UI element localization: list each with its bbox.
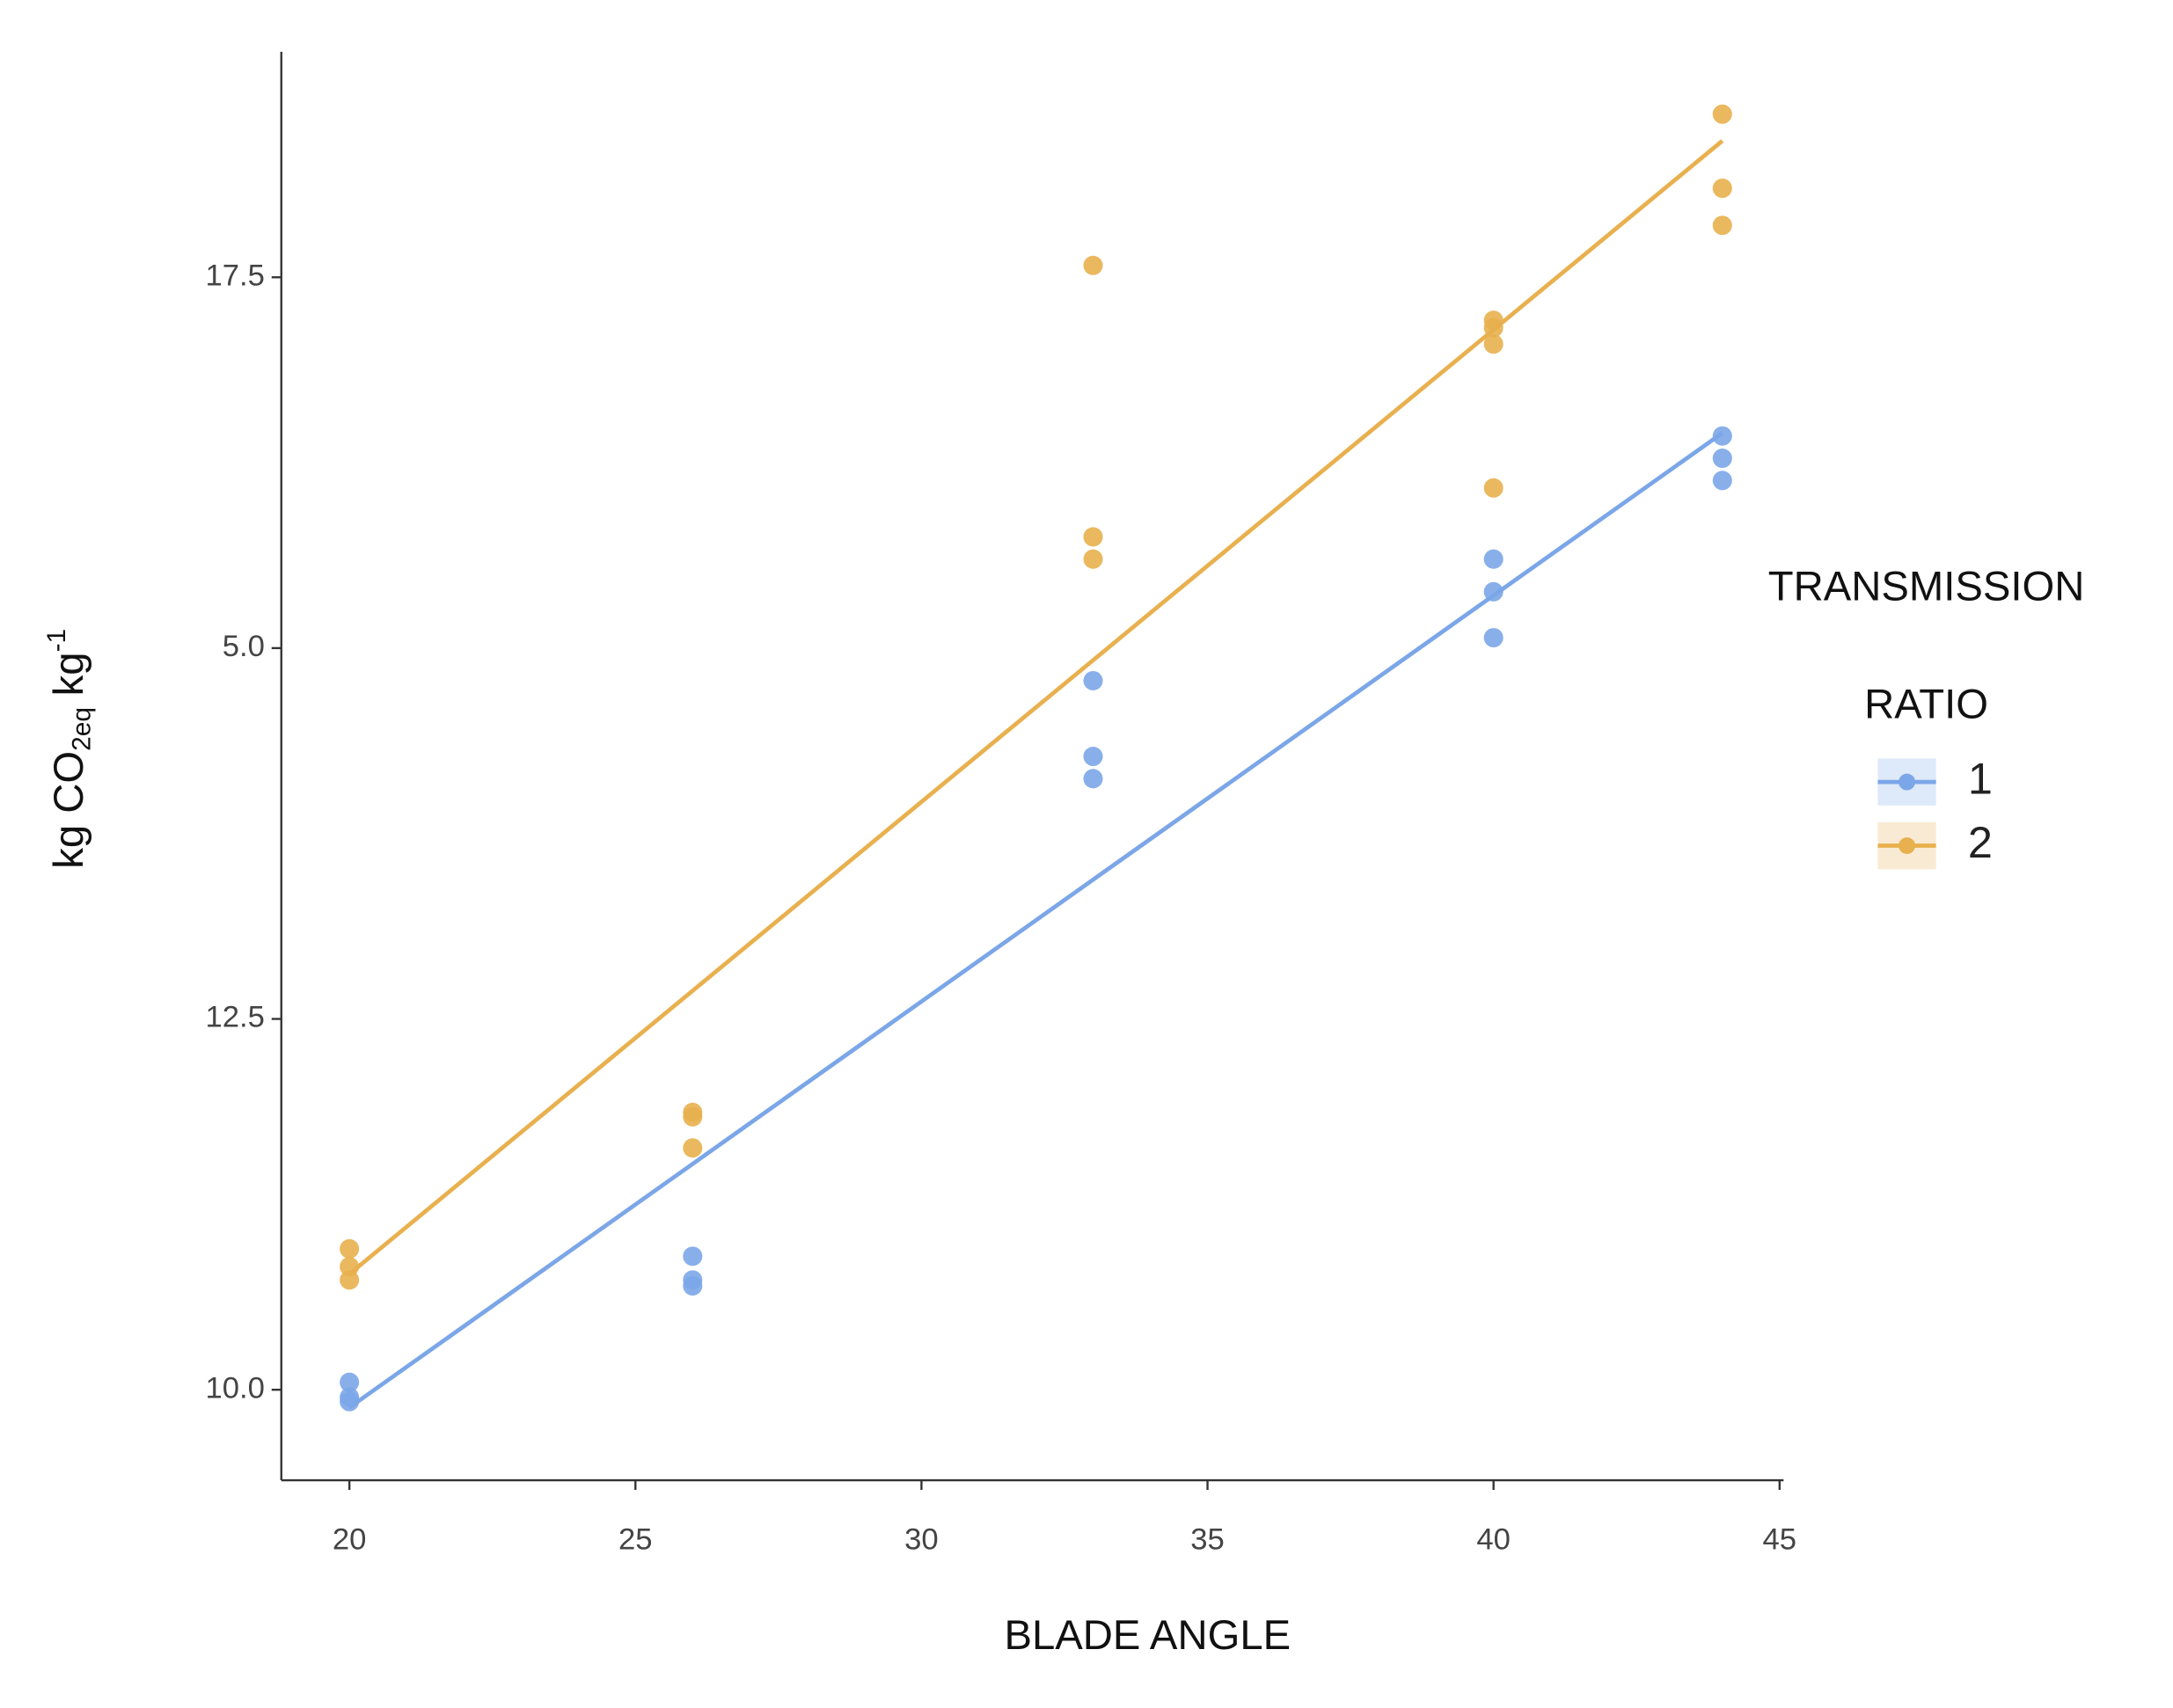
point [340,1257,360,1277]
legend-title: TRANSMISSION [1768,564,2085,610]
fit-line [348,431,1724,1410]
point [1083,255,1103,275]
point [683,1106,703,1127]
point [1712,426,1732,446]
point [1712,104,1732,124]
point [1483,549,1504,569]
x-tick-label: 35 [1190,1522,1225,1556]
y-tick-label: 10.0 [205,1371,264,1405]
point [1483,581,1504,602]
point [683,1276,703,1296]
point [1483,334,1504,354]
y-title-sup: -1 [42,629,71,653]
x-axis-title: BLADE ANGLE [1004,1612,1291,1659]
y-title-sub: 2eq [67,707,96,751]
x-tick-label: 25 [618,1522,653,1556]
y-tick-label: 12.5 [205,1001,264,1034]
point [340,1270,360,1290]
point [683,1138,703,1158]
legend-label: 2 [1968,817,1993,867]
x-tick-label: 30 [904,1522,939,1556]
legend-key-point [1899,837,1916,854]
point [683,1246,703,1266]
point [1712,179,1732,199]
x-tick-label: 45 [1763,1522,1797,1556]
point [340,1391,360,1412]
x-tick-label: 20 [333,1522,367,1556]
x-tick-label: 40 [1476,1522,1511,1556]
point [340,1372,360,1392]
point [1712,471,1732,491]
y-axis-title: kg CO2eq kg-1 [42,629,96,869]
y-title-part: kg CO [46,751,92,869]
fit-line [348,139,1724,1276]
point [1083,670,1103,691]
y-tick-label: 5.0 [223,630,265,663]
point [340,1238,360,1259]
point [1083,769,1103,789]
y-title-part: kg [46,652,92,696]
point [1712,215,1732,236]
point [1483,628,1504,648]
point [1483,478,1504,498]
point [1483,318,1504,338]
legend-key-point [1899,773,1916,791]
y-tick-label: 17.5 [205,259,264,292]
point [1712,448,1732,469]
legend-label: 1 [1968,753,1993,803]
legend-title: RATIO [1864,682,1988,728]
point [1083,746,1103,767]
point [1083,549,1103,569]
point [1083,527,1103,547]
